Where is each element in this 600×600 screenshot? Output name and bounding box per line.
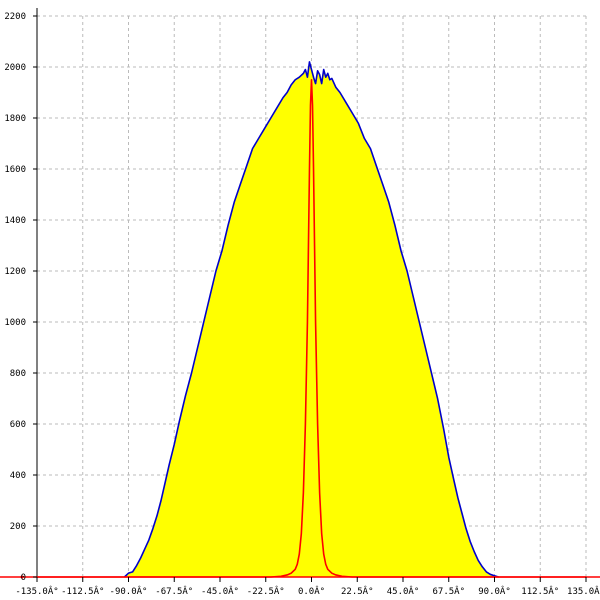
tick-labels: -135.0Â° -112.5Â° -90.0Â° -67.5Â° -45.0Â° -22… xyxy=(4,12,600,597)
x-tick-label: -90.0Â° xyxy=(110,585,148,597)
x-tick-label: 67.5Â° xyxy=(432,585,465,597)
axes xyxy=(0,8,600,582)
x-tick-label: -45.0Â° xyxy=(201,585,239,597)
y-tick-label: 2200 xyxy=(4,12,26,22)
y-tick-label: 400 xyxy=(10,471,26,481)
x-tick-label: 45.0Â° xyxy=(387,585,420,597)
x-tick-label: 22.5Â° xyxy=(341,585,374,597)
x-tick-label: 0.0Â° xyxy=(298,585,325,597)
x-tick-label: 135.0Â° xyxy=(567,585,600,597)
y-tick-label: 600 xyxy=(10,420,26,430)
series-line xyxy=(37,78,586,578)
y-tick-label: 800 xyxy=(10,369,26,379)
series-layer xyxy=(37,61,586,578)
y-tick-label: 200 xyxy=(10,522,26,532)
series-line xyxy=(123,61,499,578)
y-tick-label: 1400 xyxy=(4,216,26,226)
series-area-fill xyxy=(124,61,499,577)
x-tick-label: -22.5Â° xyxy=(247,585,285,597)
y-tick-label: 0 xyxy=(21,573,26,583)
origin-marker xyxy=(20,575,24,579)
y-tick-label: 1600 xyxy=(4,165,26,175)
x-tick-label: 90.0Â° xyxy=(478,585,511,597)
x-tick-label: -112.5Â° xyxy=(61,585,104,597)
x-tick-label: -135.0Â° xyxy=(15,585,58,597)
x-tick-label: 112.5Â° xyxy=(521,585,559,597)
y-tick-label: 1200 xyxy=(4,267,26,277)
y-tick-label: 1800 xyxy=(4,114,26,124)
y-tick-label: 2000 xyxy=(4,63,26,73)
y-tick-label: 1000 xyxy=(4,318,26,328)
x-tick-label: -67.5Â° xyxy=(155,585,193,597)
